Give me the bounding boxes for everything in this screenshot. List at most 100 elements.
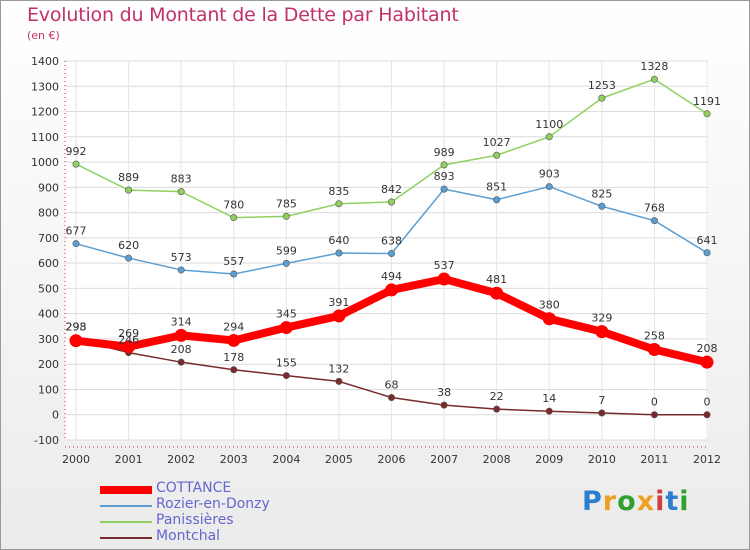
data-label: 842 (381, 183, 402, 196)
data-point (282, 259, 290, 267)
data-label: 989 (434, 146, 455, 159)
chart-title: Evolution du Montant de la Dette par Hab… (27, 4, 459, 26)
data-point (440, 185, 448, 193)
data-label: 835 (328, 185, 349, 198)
x-tick-label: 2007 (430, 453, 458, 466)
data-point (545, 183, 553, 191)
data-point (703, 249, 711, 257)
data-label: 246 (118, 334, 139, 347)
data-label: 68 (385, 379, 399, 392)
data-point (387, 250, 395, 258)
data-point (177, 266, 185, 274)
data-label: 1328 (640, 60, 668, 73)
data-point (493, 196, 501, 204)
data-point (335, 249, 343, 257)
data-label: 1100 (535, 118, 563, 131)
data-point (282, 372, 290, 380)
y-tick-label: 100 (38, 383, 59, 396)
data-point (385, 283, 398, 297)
data-point (493, 151, 501, 159)
data-point (387, 198, 395, 206)
data-label: 638 (381, 235, 402, 248)
logo-letter: x (636, 486, 656, 517)
data-label: 768 (644, 202, 665, 215)
legend-swatch (100, 486, 152, 494)
data-label: 329 (591, 312, 612, 325)
data-point (122, 340, 136, 354)
legend-label: COTTANCE (156, 480, 232, 496)
x-tick-label: 2006 (378, 453, 406, 466)
data-point (387, 394, 395, 402)
data-point (69, 334, 83, 348)
x-tick-label: 2005 (325, 453, 353, 466)
data-point (177, 188, 185, 196)
data-label: 599 (276, 244, 297, 257)
data-point (650, 217, 658, 225)
data-label: 0 (704, 396, 711, 409)
data-point (493, 405, 501, 413)
data-label: 38 (437, 386, 451, 399)
data-label: 22 (490, 390, 504, 403)
legend-swatch (100, 521, 152, 523)
data-point (332, 309, 346, 323)
y-tick-label: 0 (52, 409, 59, 422)
data-label: 494 (381, 270, 402, 283)
x-tick-label: 2012 (693, 453, 721, 466)
data-point (227, 333, 241, 347)
data-label: 889 (118, 171, 139, 184)
y-tick-label: 1300 (31, 80, 59, 93)
y-tick-label: 400 (38, 308, 59, 321)
y-tick-label: 1400 (31, 55, 59, 68)
data-label: 155 (276, 357, 297, 370)
legend-label: Rozier-en-Donzy (156, 496, 270, 512)
logo-letter: i (679, 486, 690, 517)
data-label: 314 (171, 315, 192, 328)
y-tick-label: 500 (38, 282, 59, 295)
data-point (279, 321, 293, 335)
data-label: 785 (276, 197, 297, 210)
data-label: 481 (486, 273, 507, 286)
data-label: 641 (697, 234, 718, 247)
data-label: 825 (591, 187, 612, 200)
data-label: 132 (328, 362, 349, 375)
data-point (647, 343, 661, 357)
y-tick-label: 700 (38, 232, 59, 245)
y-tick-label: -100 (34, 434, 59, 447)
data-point (125, 186, 133, 194)
data-label: 380 (539, 299, 560, 312)
data-label: 1027 (483, 136, 511, 149)
data-label: 893 (434, 170, 455, 183)
x-tick-label: 2002 (167, 453, 195, 466)
y-tick-label: 1000 (31, 156, 59, 169)
data-label: 208 (697, 342, 718, 355)
data-point (437, 272, 451, 286)
logo-letter: t (665, 486, 680, 517)
logo-letter: i (655, 486, 666, 517)
data-label: 208 (171, 343, 192, 356)
data-label: 178 (223, 351, 244, 364)
data-point (335, 377, 343, 385)
y-tick-label: 900 (38, 181, 59, 194)
data-point (440, 401, 448, 409)
data-label: 992 (66, 145, 87, 158)
y-tick-label: 1200 (31, 106, 59, 119)
data-point (125, 254, 133, 262)
data-label: 14 (542, 392, 556, 405)
y-tick-label: 600 (38, 257, 59, 270)
chart-subtitle: (en €) (27, 29, 60, 42)
data-point (703, 411, 711, 419)
data-label: 391 (328, 296, 349, 309)
y-tick-label: 1100 (31, 131, 59, 144)
data-point (545, 133, 553, 141)
data-label: 620 (118, 239, 139, 252)
data-label: 903 (539, 168, 560, 181)
data-label: 557 (223, 255, 244, 268)
logo-letter: o (617, 486, 637, 517)
data-point (230, 214, 238, 222)
data-label: 294 (223, 320, 244, 333)
data-point (545, 407, 553, 415)
data-point (72, 160, 80, 168)
x-tick-label: 2003 (220, 453, 248, 466)
x-tick-label: 2000 (62, 453, 90, 466)
